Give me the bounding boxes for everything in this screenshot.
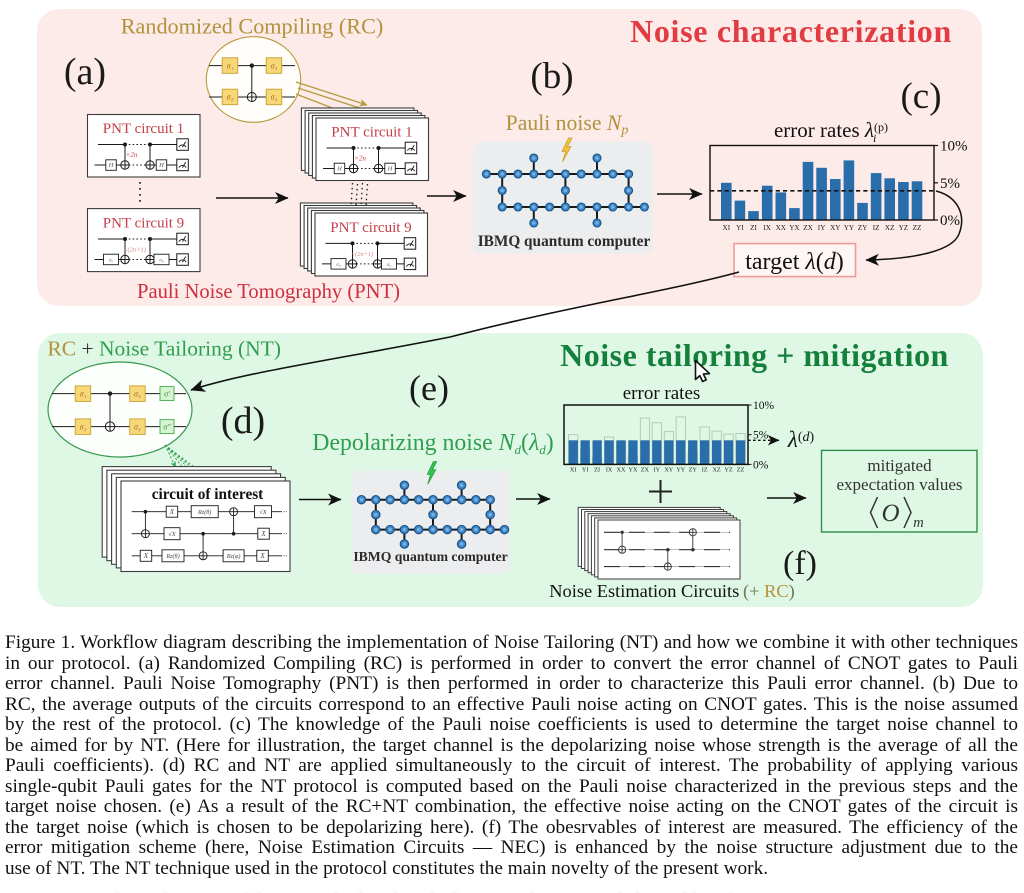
svg-text:(b): (b) bbox=[530, 56, 573, 97]
svg-text:5%: 5% bbox=[940, 176, 960, 192]
svg-text:σ₁: σ₁ bbox=[227, 61, 234, 70]
svg-text:IBMQ quantum computer: IBMQ quantum computer bbox=[478, 233, 651, 250]
svg-text:XY: XY bbox=[830, 224, 841, 232]
svg-text:Rz(θ): Rz(θ) bbox=[165, 553, 179, 560]
svg-text:Pauli Noise Tomography (PNT): Pauli Noise Tomography (PNT) bbox=[137, 281, 400, 303]
svg-text:X: X bbox=[143, 552, 149, 560]
svg-text:XI: XI bbox=[570, 467, 577, 474]
svg-text:σ₀: σ₀ bbox=[109, 257, 114, 263]
svg-text:RC + Noise Tailoring (NT): RC + Noise Tailoring (NT) bbox=[47, 337, 281, 361]
svg-text:σ₄: σ₄ bbox=[271, 93, 278, 102]
svg-text:Noise characterization: Noise characterization bbox=[630, 13, 952, 49]
svg-text:√X: √X bbox=[168, 530, 177, 538]
svg-text:YX: YX bbox=[629, 467, 638, 474]
svg-text:IX: IX bbox=[606, 467, 613, 474]
svg-text:mitigated: mitigated bbox=[867, 456, 932, 475]
svg-text:YY: YY bbox=[676, 467, 685, 474]
svg-text:σ₂: σ₂ bbox=[227, 93, 234, 102]
svg-text:σ₄: σ₄ bbox=[134, 422, 141, 431]
svg-text:R​z(θ): R​z(θ) bbox=[197, 509, 211, 516]
svg-text:H: H bbox=[158, 162, 164, 169]
svg-text:m: m bbox=[913, 515, 923, 531]
svg-text:XZ: XZ bbox=[885, 224, 895, 232]
svg-text:IZ: IZ bbox=[702, 467, 708, 474]
svg-text:O: O bbox=[881, 500, 899, 527]
svg-text:Noise tailoring + mitigation: Noise tailoring + mitigation bbox=[560, 337, 949, 373]
svg-text:X: X bbox=[260, 530, 266, 538]
svg-text:IY: IY bbox=[818, 224, 826, 232]
svg-text:σ₂: σ₂ bbox=[80, 422, 87, 431]
svg-text:ZX: ZX bbox=[803, 224, 813, 232]
svg-text:λ(d): λ(d) bbox=[787, 427, 815, 452]
svg-text:YY: YY bbox=[844, 224, 855, 232]
svg-text:σ₃: σ₃ bbox=[134, 389, 141, 398]
svg-text:PNT circuit 9: PNT circuit 9 bbox=[103, 216, 184, 232]
svg-text:YZ: YZ bbox=[724, 467, 732, 474]
svg-text:XX: XX bbox=[776, 224, 787, 232]
svg-text:Pauli noise Np: Pauli noise Np bbox=[506, 111, 629, 138]
svg-text:5%: 5% bbox=[753, 430, 769, 442]
svg-text:IZ: IZ bbox=[873, 224, 880, 232]
svg-text:H: H bbox=[387, 166, 393, 173]
svg-text:Depolarizing noise Nd(λd): Depolarizing noise Nd(λd) bbox=[312, 430, 553, 457]
svg-text:XZ: XZ bbox=[712, 467, 720, 474]
svg-text:XY: XY bbox=[664, 467, 673, 474]
svg-text:Noise Estimation Circuits (+ R: Noise Estimation Circuits (+ RC) bbox=[549, 581, 794, 602]
svg-text:×2n: ×2n bbox=[126, 151, 138, 159]
svg-text:×(2n+1): ×(2n+1) bbox=[123, 247, 146, 254]
svg-text:PNT circuit 1: PNT circuit 1 bbox=[103, 121, 184, 137]
svg-text:IX: IX bbox=[763, 224, 771, 232]
svg-text:10%: 10% bbox=[753, 400, 775, 412]
svg-text:target λ(d): target λ(d) bbox=[745, 249, 844, 275]
svg-text:σ′: σ′ bbox=[164, 389, 170, 398]
svg-text:XX: XX bbox=[617, 467, 626, 474]
svg-text:circuit of interest: circuit of interest bbox=[152, 486, 264, 503]
svg-text:IY: IY bbox=[654, 467, 661, 474]
svg-text:σ₀: σ₀ bbox=[159, 257, 164, 263]
svg-text:PNT circuit 9: PNT circuit 9 bbox=[330, 220, 411, 236]
svg-text:0%: 0% bbox=[753, 459, 769, 471]
svg-text:√X: √X bbox=[259, 508, 268, 516]
svg-text:error rates: error rates bbox=[623, 383, 701, 404]
svg-text:10%: 10% bbox=[940, 139, 968, 155]
svg-text:YI: YI bbox=[582, 467, 589, 474]
svg-text:IBMQ quantum computer: IBMQ quantum computer bbox=[353, 549, 507, 564]
svg-text:ZZ: ZZ bbox=[913, 224, 922, 232]
svg-text:ZI: ZI bbox=[750, 224, 757, 232]
svg-text:H: H bbox=[108, 162, 114, 169]
svg-text:ZZ: ZZ bbox=[737, 467, 745, 474]
svg-text:(e): (e) bbox=[409, 368, 449, 408]
svg-text:(f): (f) bbox=[783, 545, 817, 582]
svg-text:H: H bbox=[336, 166, 342, 173]
svg-text:ZX: ZX bbox=[641, 467, 650, 474]
svg-text:(c): (c) bbox=[900, 76, 941, 117]
svg-text:XI: XI bbox=[723, 224, 731, 232]
svg-text:(a): (a) bbox=[64, 51, 106, 93]
svg-text:σ₀: σ₀ bbox=[336, 262, 341, 268]
svg-text:Randomized Compiling (RC): Randomized Compiling (RC) bbox=[121, 14, 384, 39]
svg-text:ZY: ZY bbox=[689, 467, 698, 474]
svg-text:YZ: YZ bbox=[899, 224, 909, 232]
svg-text:X: X bbox=[259, 552, 265, 560]
svg-text:×2n: ×2n bbox=[354, 155, 366, 163]
svg-text:PNT circuit 1: PNT circuit 1 bbox=[331, 125, 412, 141]
svg-text:σ₃: σ₃ bbox=[271, 61, 278, 70]
svg-text:expectation values: expectation values bbox=[836, 475, 962, 494]
svg-text:0%: 0% bbox=[940, 213, 960, 229]
svg-text:σ₀: σ₀ bbox=[387, 262, 392, 268]
svg-text:Rz(φ): Rz(φ) bbox=[226, 553, 241, 560]
svg-text:σ″: σ″ bbox=[163, 422, 171, 431]
svg-text:(d): (d) bbox=[221, 400, 265, 442]
svg-text:X: X bbox=[169, 508, 175, 516]
svg-text:×(2n+1): ×(2n+1) bbox=[351, 251, 374, 258]
svg-text:YX: YX bbox=[789, 224, 800, 232]
svg-text:YI: YI bbox=[736, 224, 744, 232]
svg-text:ZI: ZI bbox=[594, 467, 600, 474]
svg-text:error rates λ(p)i: error rates λ(p) i bbox=[774, 118, 888, 145]
svg-text:ZY: ZY bbox=[858, 224, 868, 232]
svg-text:σ₁: σ₁ bbox=[80, 389, 87, 398]
